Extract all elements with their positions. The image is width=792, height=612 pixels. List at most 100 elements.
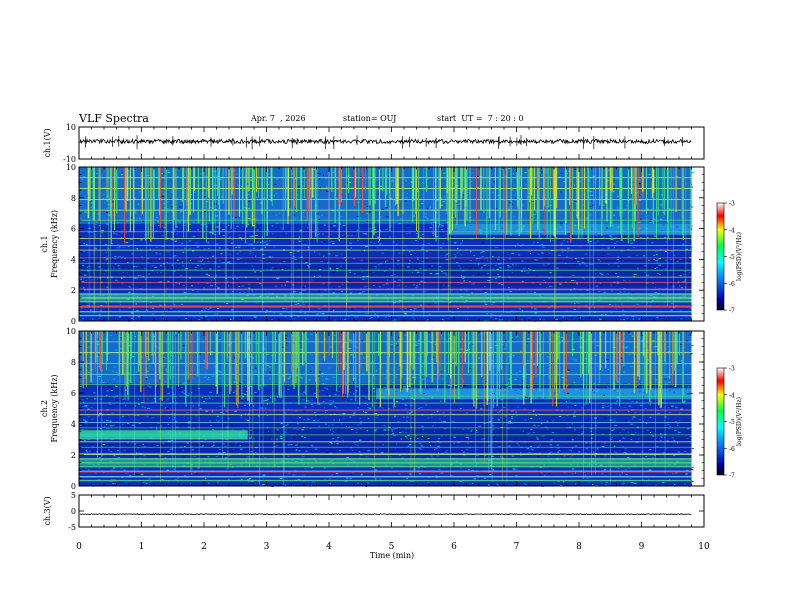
spectrogram-speckle [684,270,686,272]
spectrogram-speckle [534,425,536,427]
spectrogram-speckle [306,417,309,419]
spectrogram-speckle [392,435,395,437]
spectrogram-speckle [482,290,486,292]
spectrogram-speckle [623,451,627,453]
spectrogram-speckle [668,171,671,173]
spectrogram-speckle [681,405,684,407]
spectrogram-speckle [163,193,165,195]
spectrogram-speckle [594,280,597,282]
spectrogram-speckle [492,192,495,194]
spectrogram-speckle [525,174,528,176]
spectrogram-speckle [130,312,134,314]
spectrogram-speckle [231,429,234,431]
spectrogram-speckle [422,244,424,246]
spectrogram-speckle [684,174,687,176]
spectrogram-speckle [573,309,577,311]
spectrogram-speckle [510,410,514,412]
spectrogram-speckle [624,469,628,471]
spectrogram-speckle [483,185,486,187]
spectrogram-speckle [632,376,636,378]
spectrogram-speckle [459,202,462,204]
spectrogram-speckle [663,393,667,395]
spectrogram-speckle [497,417,499,419]
spectrogram-speckle [560,336,563,338]
spectrogram-speckle [545,253,548,255]
spectrogram-speckle [664,268,668,270]
spectrogram-speckle [302,379,304,381]
spectrogram-speckle [318,252,320,254]
spectrogram-speckle [477,186,479,188]
spectrogram-speckle [460,274,462,276]
spectrogram-speckle [89,367,91,369]
spectrogram-speckle [587,481,590,483]
spectrogram-speckle [580,284,583,286]
spectrogram-speckle [160,411,163,413]
spectrogram-speckle [364,412,368,414]
spectrogram-speckle [167,251,171,253]
spectrogram-speckle [486,169,490,171]
spectrogram-speckle [445,253,449,255]
spectrogram-speckle [341,412,344,414]
spectrogram-speckle [247,413,250,415]
spectrogram-speckle [374,413,378,415]
spectrogram-speckle [133,265,136,267]
spectrogram-speckle [444,273,448,275]
spectrogram-speckle [187,418,189,420]
spectrogram-speckle [641,451,643,453]
spectrogram-speckle [465,290,468,292]
spectrogram-speckle [197,246,200,248]
spectrogram-speckle [621,258,624,260]
spectrogram-speckle [582,204,585,206]
spectrogram-speckle [391,180,394,182]
spectrogram-speckle [133,414,137,416]
spectrogram-speckle [288,202,290,204]
spectrogram-speckle [276,429,279,431]
spectrogram-speckle [356,239,359,241]
spectrogram-speckle [654,354,656,356]
spectrogram-speckle [232,379,234,381]
spectrogram-speckle [485,264,487,266]
spectrogram-speckle [281,210,284,212]
spectrogram-speckle [422,380,425,382]
spectrogram-speckle [227,281,229,283]
spectrogram-speckle [248,287,251,289]
spectrogram-speckle [356,444,359,446]
spectrogram-speckle [207,309,209,311]
spectrogram-speckle [209,268,212,270]
spectrogram-speckle [220,233,223,235]
spectrogram-speckle [284,316,287,318]
spectrogram-speckle [148,177,152,179]
spectrogram-speckle [488,264,490,266]
spectrogram-speckle [472,469,474,471]
spectrogram-speckle [341,253,343,255]
spectrogram-speckle [437,438,439,440]
spectrogram-speckle [327,217,330,219]
spectrogram-speckle [344,212,346,214]
spectrogram-speckle [658,257,662,259]
spectrogram-speckle [453,221,456,223]
spectrogram-speckle [367,217,370,219]
spectrogram-speckle [497,349,499,351]
spectrogram-speckle [609,235,612,237]
spectrogram-speckle [238,211,242,213]
spectrogram-speckle [138,446,141,448]
spectrogram-speckle [475,333,479,335]
spectrogram-speckle [280,437,283,439]
spectrogram-speckle [595,468,597,470]
spectrogram-speckle [134,443,137,445]
spectrogram-speckle [440,400,442,402]
spectrogram-speckle [492,268,494,270]
spectrogram-speckle [185,394,188,396]
spectrogram-speckle [232,291,234,293]
spectrogram-speckle [365,285,368,287]
spectrogram-speckle [189,334,192,336]
spectrogram-speckle [459,243,463,245]
spectrogram-speckle [130,168,133,170]
spectrogram-speckle [279,361,281,363]
spectrogram-speckle [171,404,174,406]
spectrogram-speckle [161,225,164,227]
spectrogram-speckle [441,378,444,380]
spectrogram-speckle [557,447,560,449]
spectrogram-speckle [368,206,371,208]
spectrogram-speckle [196,168,198,170]
